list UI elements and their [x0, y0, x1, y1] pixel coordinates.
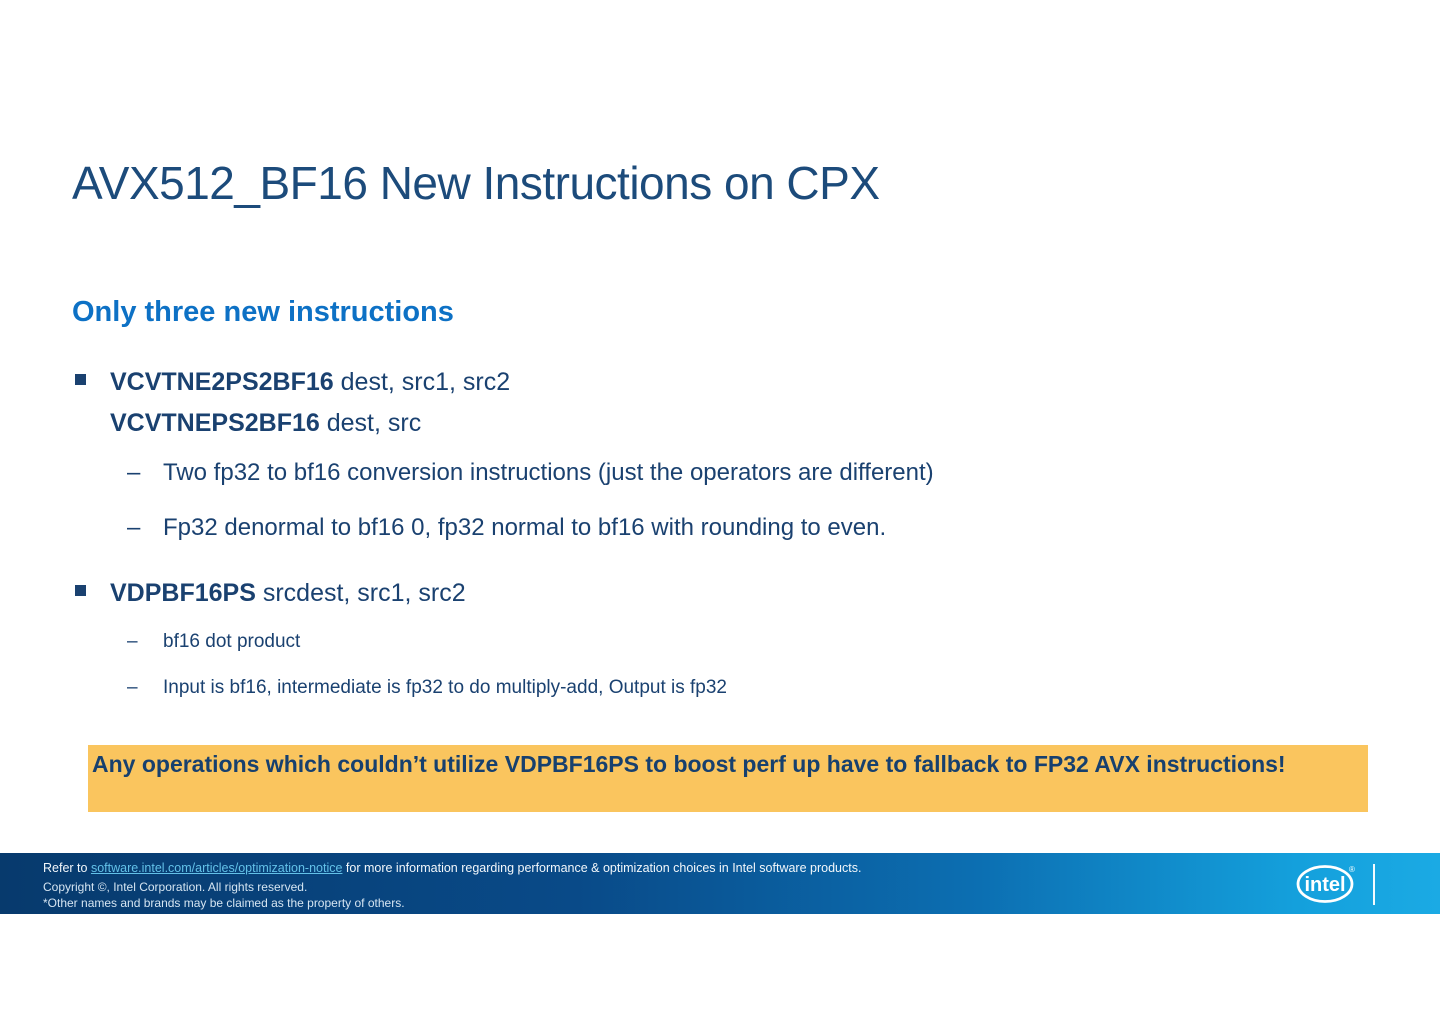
sub-bullet: – Input is bf16, intermediate is fp32 to… [127, 676, 727, 699]
square-bullet-icon [75, 585, 86, 596]
notice-suffix: for more information regarding performan… [342, 861, 862, 875]
intel-logo-text: intel [1304, 874, 1345, 896]
copyright-text: Copyright ©, Intel Corporation. All righ… [43, 880, 308, 894]
instruction-name: VCVTNE2PS2BF16 [110, 368, 334, 396]
callout-text: Any operations which couldn’t utilize VD… [92, 751, 1286, 777]
page-title: AVX512_BF16 New Instructions on CPX [72, 157, 880, 209]
instruction-name: VCVTNEPS2BF16 [110, 409, 320, 437]
dash-icon: – [127, 631, 138, 652]
optimization-notice-link[interactable]: software.intel.com/articles/optimization… [90, 861, 343, 875]
section-heading: Only three new instructions [72, 296, 454, 328]
dash-icon: – [127, 459, 141, 486]
sub-bullet-text: Fp32 denormal to bf16 0, fp32 normal to … [163, 514, 887, 541]
sub-bullet-text: Two fp32 to bf16 conversion instructions… [163, 459, 934, 486]
sub-bullet-text: bf16 dot product [163, 631, 301, 652]
bullet-item-dot-product: VDPBF16PS srcdest, src1, src2 [75, 573, 466, 614]
sub-bullet-text: Input is bf16, intermediate is fp32 to d… [163, 677, 727, 698]
trademark-text: *Other names and brands may be claimed a… [43, 896, 405, 910]
notice-prefix: Refer to [43, 861, 91, 875]
instruction-line: VDPBF16PS srcdest, src1, src2 [110, 573, 466, 614]
registered-mark: ® [1349, 865, 1355, 874]
dash-icon: – [127, 677, 138, 698]
callout-banner: Any operations which couldn’t utilize VD… [88, 745, 1368, 812]
instruction-operands: dest, src [319, 409, 422, 437]
intel-logo: intel ® [1296, 865, 1355, 903]
instruction-line: VCVTNEPS2BF16 dest, src [110, 403, 510, 444]
footer-separator [1373, 864, 1375, 905]
bullet-item-conversion: VCVTNE2PS2BF16 dest, src1, src2 VCVTNEPS… [75, 362, 510, 444]
optimization-notice: Refer to software.intel.com/articles/opt… [43, 861, 861, 875]
bullet-text: VCVTNE2PS2BF16 dest, src1, src2 VCVTNEPS… [110, 362, 510, 444]
instruction-operands: dest, src1, src2 [333, 368, 511, 396]
sub-bullet: – Fp32 denormal to bf16 0, fp32 normal t… [127, 514, 886, 542]
sub-bullet: – bf16 dot product [127, 630, 300, 653]
instruction-name: VDPBF16PS [110, 579, 256, 607]
sub-bullet: – Two fp32 to bf16 conversion instructio… [127, 459, 934, 487]
bullet-text: VDPBF16PS srcdest, src1, src2 [110, 573, 466, 614]
dash-icon: – [127, 514, 141, 541]
instruction-line: VCVTNE2PS2BF16 dest, src1, src2 [110, 362, 510, 403]
instruction-operands: srcdest, src1, src2 [255, 579, 466, 607]
square-bullet-icon [75, 374, 86, 385]
footer-bar: Refer to software.intel.com/articles/opt… [0, 853, 1440, 914]
